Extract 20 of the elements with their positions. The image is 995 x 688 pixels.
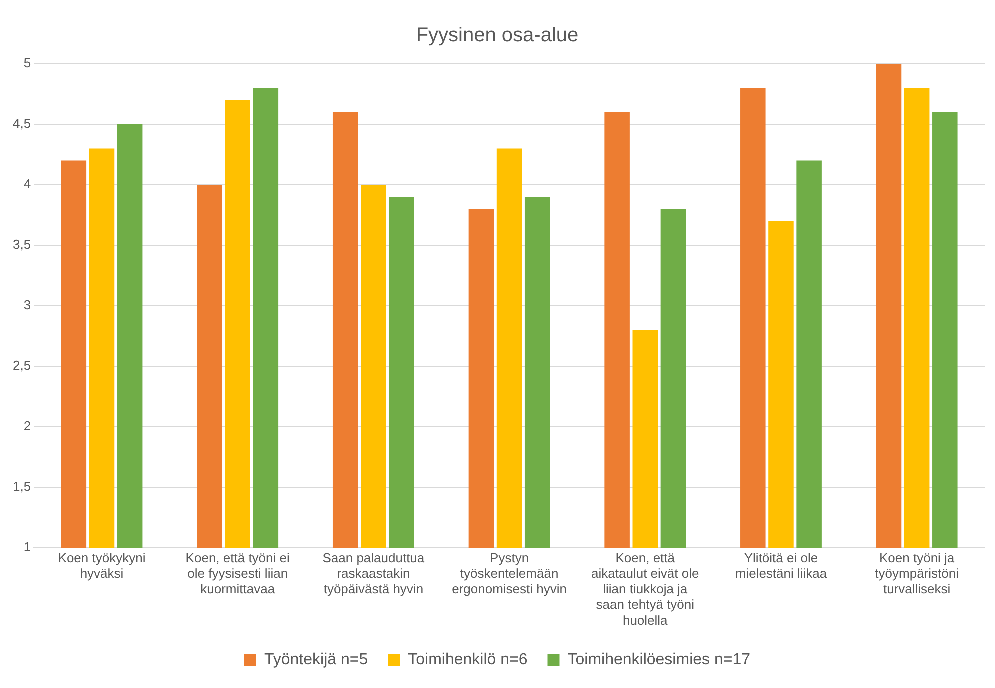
x-tick-label: Pystyn työskentelemään ergonomisesti hyvin xyxy=(452,550,567,597)
x-tick-label: Koen, että työni ei ole fyysisesti liian kuormittavaa xyxy=(186,550,290,597)
y-tick-label: 4 xyxy=(24,176,32,192)
x-tick-label: Koen, että aikataulut eivät ole liian tiukkoja ja saan tehtyä työni huolella xyxy=(592,550,700,628)
x-tick-label: Saan palauduttua raskaastakin työpäivästä hyvin xyxy=(322,550,426,597)
chart-title: Fyysinen osa-alue xyxy=(416,24,579,47)
y-tick-label: 2 xyxy=(24,418,32,434)
y-tick-label: 4,5 xyxy=(12,116,32,132)
y-tick-label: 1,5 xyxy=(12,479,32,494)
y-tick-label: 2,5 xyxy=(12,358,32,374)
y-tick-label: 5 xyxy=(24,56,32,71)
y-tick-label: 3 xyxy=(24,298,32,313)
legend-label: Työntekijä n=5 xyxy=(264,651,368,668)
x-tick-label: Ylitöitä ei ole mielestäni liikaa xyxy=(735,550,828,581)
y-tick-label: 1 xyxy=(24,540,32,555)
y-tick-label: 3,5 xyxy=(12,237,32,252)
legend-label: Toimihenkilö n=6 xyxy=(408,651,528,668)
legend-label: Toimihenkilöesimies n=17 xyxy=(568,651,751,668)
x-tick-label: Koen työni ja työympäristöni turvalliseksi xyxy=(875,550,960,597)
x-tick-label: Koen työkykyni hyväksi xyxy=(58,550,146,581)
